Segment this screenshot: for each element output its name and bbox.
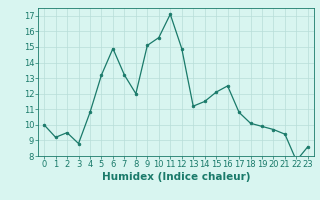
X-axis label: Humidex (Indice chaleur): Humidex (Indice chaleur): [102, 172, 250, 182]
